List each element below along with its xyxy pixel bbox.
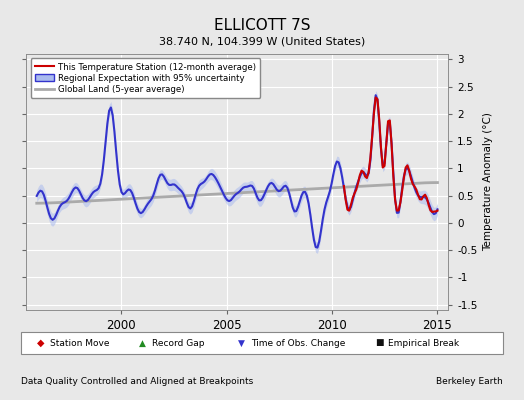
Text: Berkeley Earth: Berkeley Earth xyxy=(436,377,503,386)
Text: Time of Obs. Change: Time of Obs. Change xyxy=(252,338,346,348)
Text: Station Move: Station Move xyxy=(50,338,110,348)
Text: Empirical Break: Empirical Break xyxy=(388,338,459,348)
Text: ▼: ▼ xyxy=(238,338,245,348)
Text: ■: ■ xyxy=(375,338,383,348)
Text: ▲: ▲ xyxy=(139,338,146,348)
Legend: This Temperature Station (12-month average), Regional Expectation with 95% uncer: This Temperature Station (12-month avera… xyxy=(30,58,260,98)
Text: 38.740 N, 104.399 W (United States): 38.740 N, 104.399 W (United States) xyxy=(159,36,365,46)
Text: Record Gap: Record Gap xyxy=(152,338,204,348)
Y-axis label: Temperature Anomaly (°C): Temperature Anomaly (°C) xyxy=(483,112,493,252)
Text: ◆: ◆ xyxy=(37,338,44,348)
Text: Data Quality Controlled and Aligned at Breakpoints: Data Quality Controlled and Aligned at B… xyxy=(21,377,253,386)
Text: ELLICOTT 7S: ELLICOTT 7S xyxy=(214,18,310,33)
